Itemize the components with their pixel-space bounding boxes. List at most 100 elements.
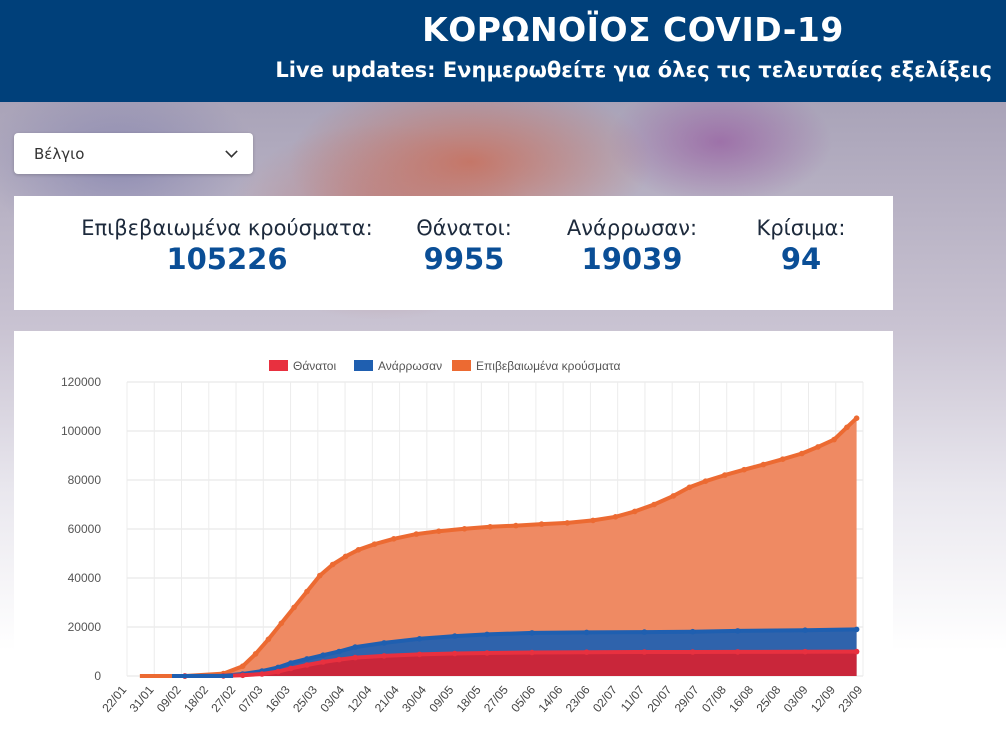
data-point: [371, 541, 378, 547]
data-point: [416, 636, 423, 642]
data-point: [352, 654, 359, 661]
y-tick-label: 100000: [61, 424, 101, 438]
chevron-down-icon: [225, 145, 238, 158]
data-point: [802, 627, 808, 633]
stat-critical-label: Κρίσιμα:: [756, 216, 846, 240]
page-subtitle: Live updates: Ενημερωθείτε για όλες τις …: [275, 58, 992, 82]
x-tick-label: 16/08: [726, 683, 756, 715]
data-point: [802, 648, 808, 655]
data-point: [686, 484, 693, 491]
data-point: [799, 450, 805, 457]
x-tick-label: 12/09: [808, 683, 838, 715]
stat-recovered-label: Ανάρρωσαν:: [566, 216, 698, 240]
country-select[interactable]: Βέλγιο: [14, 133, 253, 174]
stat-recovered: Ανάρρωσαν: 19039: [557, 216, 707, 276]
legend-label: Ανάρρωσαν: [378, 359, 442, 373]
area-0: [184, 651, 857, 676]
data-point: [760, 461, 767, 468]
x-tick-label: 05/06: [508, 683, 538, 715]
y-tick-label: 0: [94, 669, 101, 683]
data-point: [320, 652, 326, 658]
data-point: [651, 501, 657, 508]
data-point: [391, 536, 397, 542]
y-tick-label: 60000: [68, 522, 102, 536]
y-tick-label: 40000: [68, 571, 102, 585]
data-point: [239, 672, 246, 679]
legend-swatch: [354, 360, 373, 371]
data-point: [722, 472, 728, 478]
data-point: [355, 547, 362, 553]
data-point: [317, 572, 323, 579]
data-point: [352, 644, 359, 650]
x-tick-label: 23/09: [835, 683, 865, 715]
data-point: [583, 649, 590, 655]
x-tick-label: 07/08: [699, 683, 729, 715]
data-point: [641, 629, 648, 635]
data-point: [484, 650, 490, 656]
data-point: [670, 493, 677, 499]
data-point: [304, 656, 310, 662]
data-point: [529, 649, 535, 656]
data-point: [702, 478, 709, 484]
x-tick-label: 14/06: [535, 683, 565, 715]
data-point: [734, 628, 741, 634]
stat-deaths-value: 9955: [423, 242, 505, 276]
stat-deaths-label: Θάνατοι:: [416, 216, 512, 240]
data-point: [815, 444, 821, 450]
data-point: [288, 665, 294, 672]
data-point: [564, 520, 571, 526]
x-tick-label: 18/02: [181, 683, 211, 715]
data-point: [265, 636, 272, 643]
data-point: [252, 651, 259, 657]
x-tick-label: 09/02: [154, 683, 184, 715]
data-point: [342, 553, 349, 560]
covid-area-chart: 0 20000 40000 60000 80000 100000 120000 22/0131…: [61, 359, 866, 715]
x-tick-label: 12/04: [345, 683, 375, 715]
data-point: [278, 620, 285, 627]
data-point: [632, 508, 638, 515]
data-point: [291, 604, 297, 611]
country-select-value: Βέλγιο: [34, 145, 85, 163]
data-point: [436, 528, 442, 534]
data-point: [612, 514, 619, 520]
x-tick-label: 20/07: [644, 683, 674, 715]
data-point: [336, 656, 342, 663]
data-point: [452, 650, 458, 657]
legend-swatch: [452, 360, 471, 371]
data-point: [416, 651, 423, 658]
data-point: [831, 436, 837, 443]
data-point: [853, 626, 860, 633]
data-point: [275, 664, 281, 671]
data-point: [484, 631, 490, 638]
x-tick-label: 25/08: [753, 683, 783, 715]
x-tick-label: 02/07: [590, 683, 620, 715]
x-tick-label: 27/02: [208, 683, 238, 715]
data-point: [538, 521, 545, 527]
x-tick-label: 27/05: [481, 683, 511, 715]
data-point: [853, 648, 860, 655]
data-point: [381, 653, 387, 659]
stat-confirmed-label: Επιβεβαιωμένα κρούσματα:: [81, 216, 373, 240]
x-tick-label: 16/03: [263, 683, 293, 715]
data-point: [853, 415, 860, 421]
legend-swatch: [269, 360, 288, 371]
data-point: [844, 424, 850, 431]
chart-panel: 0 20000 40000 60000 80000 100000 120000 22/01 31…: [14, 331, 893, 748]
stat-critical-value: 94: [780, 242, 822, 276]
stat-recovered-value: 19039: [581, 242, 683, 276]
y-tick-label: 120000: [61, 375, 101, 389]
data-point: [304, 662, 310, 668]
data-point: [529, 630, 535, 636]
stat-confirmed: Επιβεβαιωμένα κρούσματα: 105226: [52, 216, 402, 276]
x-tick-label: 25/03: [290, 683, 320, 715]
x-tick-label: 29/07: [672, 683, 702, 715]
data-point: [461, 526, 468, 532]
data-point: [288, 660, 294, 666]
data-point: [275, 668, 281, 675]
x-tick-label: 18/05: [454, 683, 484, 715]
data-point: [452, 633, 458, 639]
data-point: [689, 628, 696, 635]
stats-panel: Επιβεβαιωμένα κρούσματα: 105226 Θάνατοι:…: [14, 196, 893, 310]
x-tick-label: 07/03: [236, 683, 266, 715]
x-tick-label: 09/05: [426, 683, 456, 715]
